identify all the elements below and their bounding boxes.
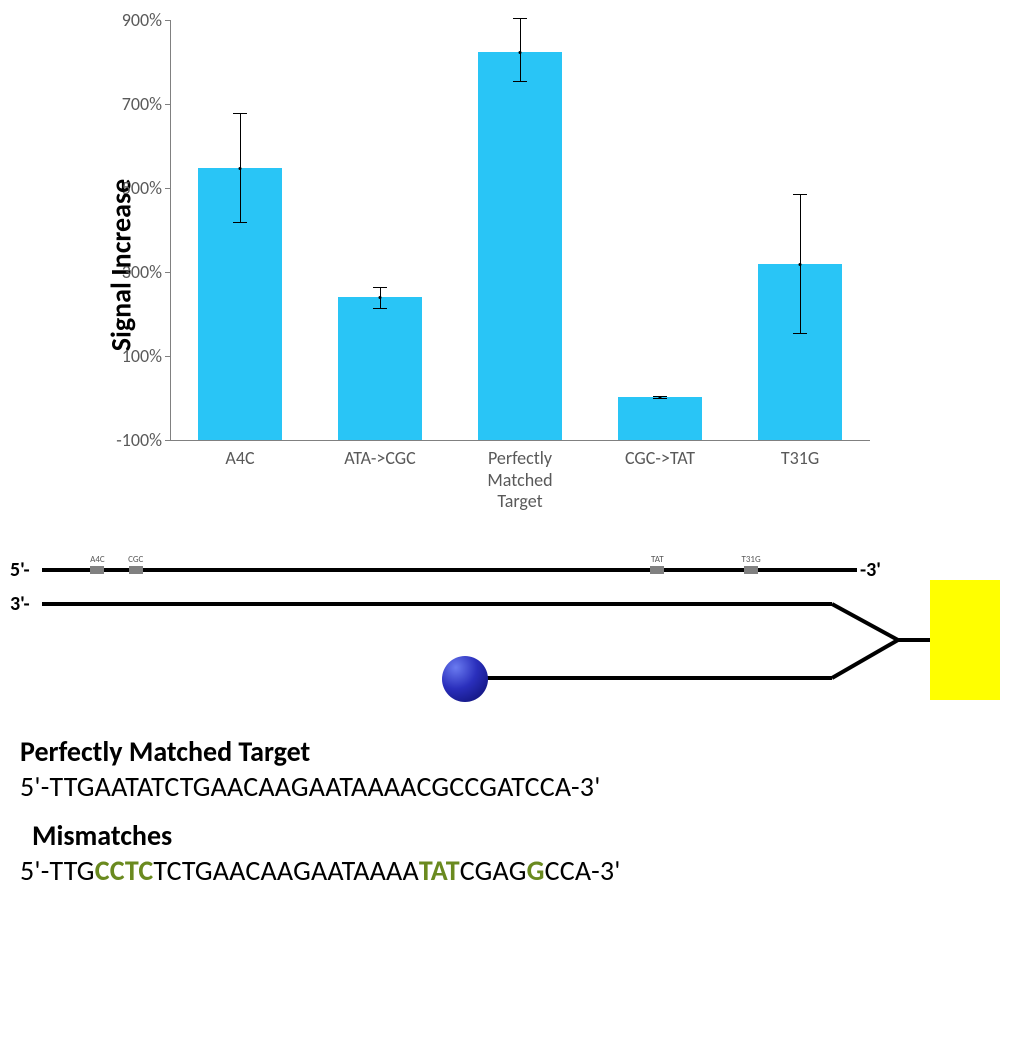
y-tick-label: 300% bbox=[122, 261, 162, 283]
bar bbox=[338, 297, 422, 440]
mutation-span: G bbox=[527, 853, 545, 888]
mutation-tick bbox=[129, 566, 143, 574]
redox-reporter-sphere bbox=[442, 656, 488, 702]
seq-plain: CGAG bbox=[460, 853, 527, 888]
seq-suffix: -3' bbox=[571, 769, 601, 804]
y-tick-label: 100% bbox=[122, 345, 162, 367]
y-axis-line bbox=[170, 20, 171, 440]
signal-increase-bar-chart: Signal Increase -100%100%300%500%700%900… bbox=[90, 10, 930, 520]
mismatch-sequence: 5'-TTGCCTCTCTGAACAAGAATAAAATATCGAGGCCA-3… bbox=[20, 853, 1010, 888]
seq-plain: TCTGAACAAGAATAAAA bbox=[153, 853, 419, 888]
x-tick-label: A4C bbox=[170, 448, 310, 513]
mutation-span: CCTC bbox=[95, 853, 154, 888]
x-tick-label: PerfectlyMatchedTarget bbox=[450, 448, 590, 513]
perfect-match-sequence: 5'-TTGAATATCTGAACAAGAATAAAACGCCGATCCA-3' bbox=[20, 769, 1010, 804]
seq-prefix: 5'- bbox=[20, 769, 50, 804]
mutation-span: TAT bbox=[419, 853, 460, 888]
seq-plain: TTG bbox=[50, 853, 95, 888]
x-tick-label: T31G bbox=[730, 448, 870, 513]
seq-plain: CCA bbox=[545, 853, 591, 888]
y-tick-label: 700% bbox=[122, 93, 162, 115]
sequence-block: Perfectly Matched Target 5'-TTGAATATCTGA… bbox=[10, 734, 1010, 888]
perfect-match-title: Perfectly Matched Target bbox=[20, 734, 1010, 769]
plot-area: -100%100%300%500%700%900% bbox=[170, 20, 870, 440]
bar bbox=[478, 52, 562, 441]
mutation-tick-label: A4C bbox=[90, 554, 105, 565]
x-axis-labels: A4CATA->CGCPerfectlyMatchedTargetCGC->TA… bbox=[170, 448, 870, 513]
figure-container: Signal Increase -100%100%300%500%700%900… bbox=[10, 10, 1010, 888]
seq-body: TTGAATATCTGAACAAGAATAAAACGCCGATCCA bbox=[50, 769, 571, 804]
mutation-tick-label: CGC bbox=[128, 554, 143, 565]
y-tick-label: -100% bbox=[116, 429, 162, 451]
mutation-tick-label: T31G bbox=[741, 554, 760, 565]
mismatch-title: Mismatches bbox=[32, 818, 1010, 853]
probe-arms-svg bbox=[10, 540, 990, 720]
y-tick-label: 500% bbox=[122, 177, 162, 199]
mutation-tick bbox=[650, 566, 664, 574]
gold-electrode bbox=[930, 580, 1000, 700]
seq-prefix: 5'- bbox=[20, 853, 50, 888]
mutation-tick bbox=[90, 566, 104, 574]
mutation-tick-label: TAT bbox=[651, 554, 664, 565]
x-tick-label: ATA->CGC bbox=[310, 448, 450, 513]
y-tick-label: 900% bbox=[122, 9, 162, 31]
dna-probe-diagram: 5'- -3' 3'- A4CCGCTATT31G bbox=[10, 540, 990, 720]
x-tick-label: CGC->TAT bbox=[590, 448, 730, 513]
seq-suffix: -3' bbox=[591, 853, 621, 888]
mutation-tick bbox=[744, 566, 758, 574]
bar bbox=[618, 397, 702, 440]
